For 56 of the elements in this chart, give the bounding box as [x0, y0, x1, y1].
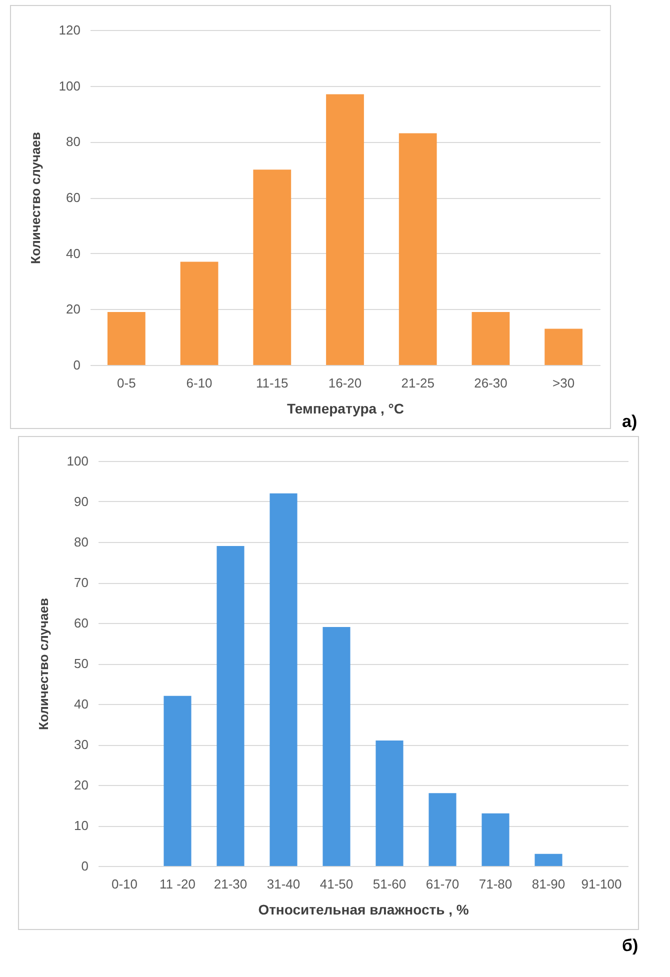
- text: б): [622, 936, 638, 956]
- bar: [472, 312, 510, 365]
- y-tick-label: 20: [66, 302, 80, 317]
- bar: [376, 740, 404, 866]
- bar: [428, 793, 456, 866]
- y-tick-label: 60: [66, 190, 80, 205]
- x-tick-label: 81-90: [532, 876, 566, 892]
- y-tick-label: 40: [66, 246, 80, 261]
- bar: [326, 94, 364, 365]
- x-tick-label: 16-20: [328, 376, 362, 390]
- y-tick-label: 60: [74, 616, 88, 630]
- text: а): [622, 412, 638, 432]
- x-tick-label: 6-10: [186, 376, 212, 390]
- y-tick-label: 80: [74, 534, 88, 550]
- y-tick-label: 0: [73, 358, 80, 372]
- x-tick-label: 0-5: [117, 376, 136, 390]
- bar: [534, 854, 562, 866]
- y-tick-label: 90: [74, 494, 88, 509]
- x-tick-label: 31-40: [266, 876, 300, 892]
- y-tick-label: 50: [74, 656, 88, 671]
- x-tick-label: 61-70: [426, 876, 460, 892]
- x-tick-label: 91-100: [581, 876, 622, 892]
- x-tick-label: 21-30: [214, 876, 248, 892]
- x-tick-label: 11-15: [256, 376, 288, 390]
- y-tick-label: 80: [66, 134, 80, 150]
- y-tick-label: 100: [66, 454, 88, 468]
- y-axis-title: Количество случаев: [28, 132, 43, 264]
- y-tick-label: 70: [74, 575, 88, 590]
- bar: [322, 627, 350, 866]
- y-tick-label: 0: [81, 858, 88, 874]
- y-tick-label: 120: [58, 22, 80, 38]
- bar: [544, 328, 583, 365]
- x-tick-label: 21-25: [401, 376, 434, 390]
- bar: [216, 546, 244, 866]
- y-tick-label: 100: [58, 78, 80, 94]
- x-tick-label: 71-80: [478, 876, 512, 892]
- x-tick-label: >30: [552, 376, 575, 390]
- y-tick-label: 20: [74, 778, 88, 792]
- x-tick-label: 51-60: [372, 876, 406, 892]
- x-tick-label: 11 -20: [160, 876, 196, 892]
- x-axis-title: Температура , °C: [287, 400, 404, 416]
- bar: [398, 133, 437, 365]
- x-axis-title: Относительная влажность , %: [258, 902, 470, 918]
- y-axis-title: Количество случаев: [36, 598, 51, 730]
- x-tick-label: 41-50: [320, 876, 354, 892]
- x-tick-label: 0-10: [111, 876, 138, 892]
- x-tick-label: 26-30: [474, 376, 508, 390]
- bar: [180, 262, 218, 365]
- y-tick-label: 40: [74, 696, 88, 712]
- bar: [482, 813, 510, 866]
- bar: [164, 696, 192, 866]
- y-tick-label: 30: [74, 737, 88, 752]
- bar: [107, 312, 146, 365]
- bar: [270, 493, 298, 866]
- y-tick-label: 10: [74, 818, 88, 833]
- bar: [253, 170, 292, 365]
